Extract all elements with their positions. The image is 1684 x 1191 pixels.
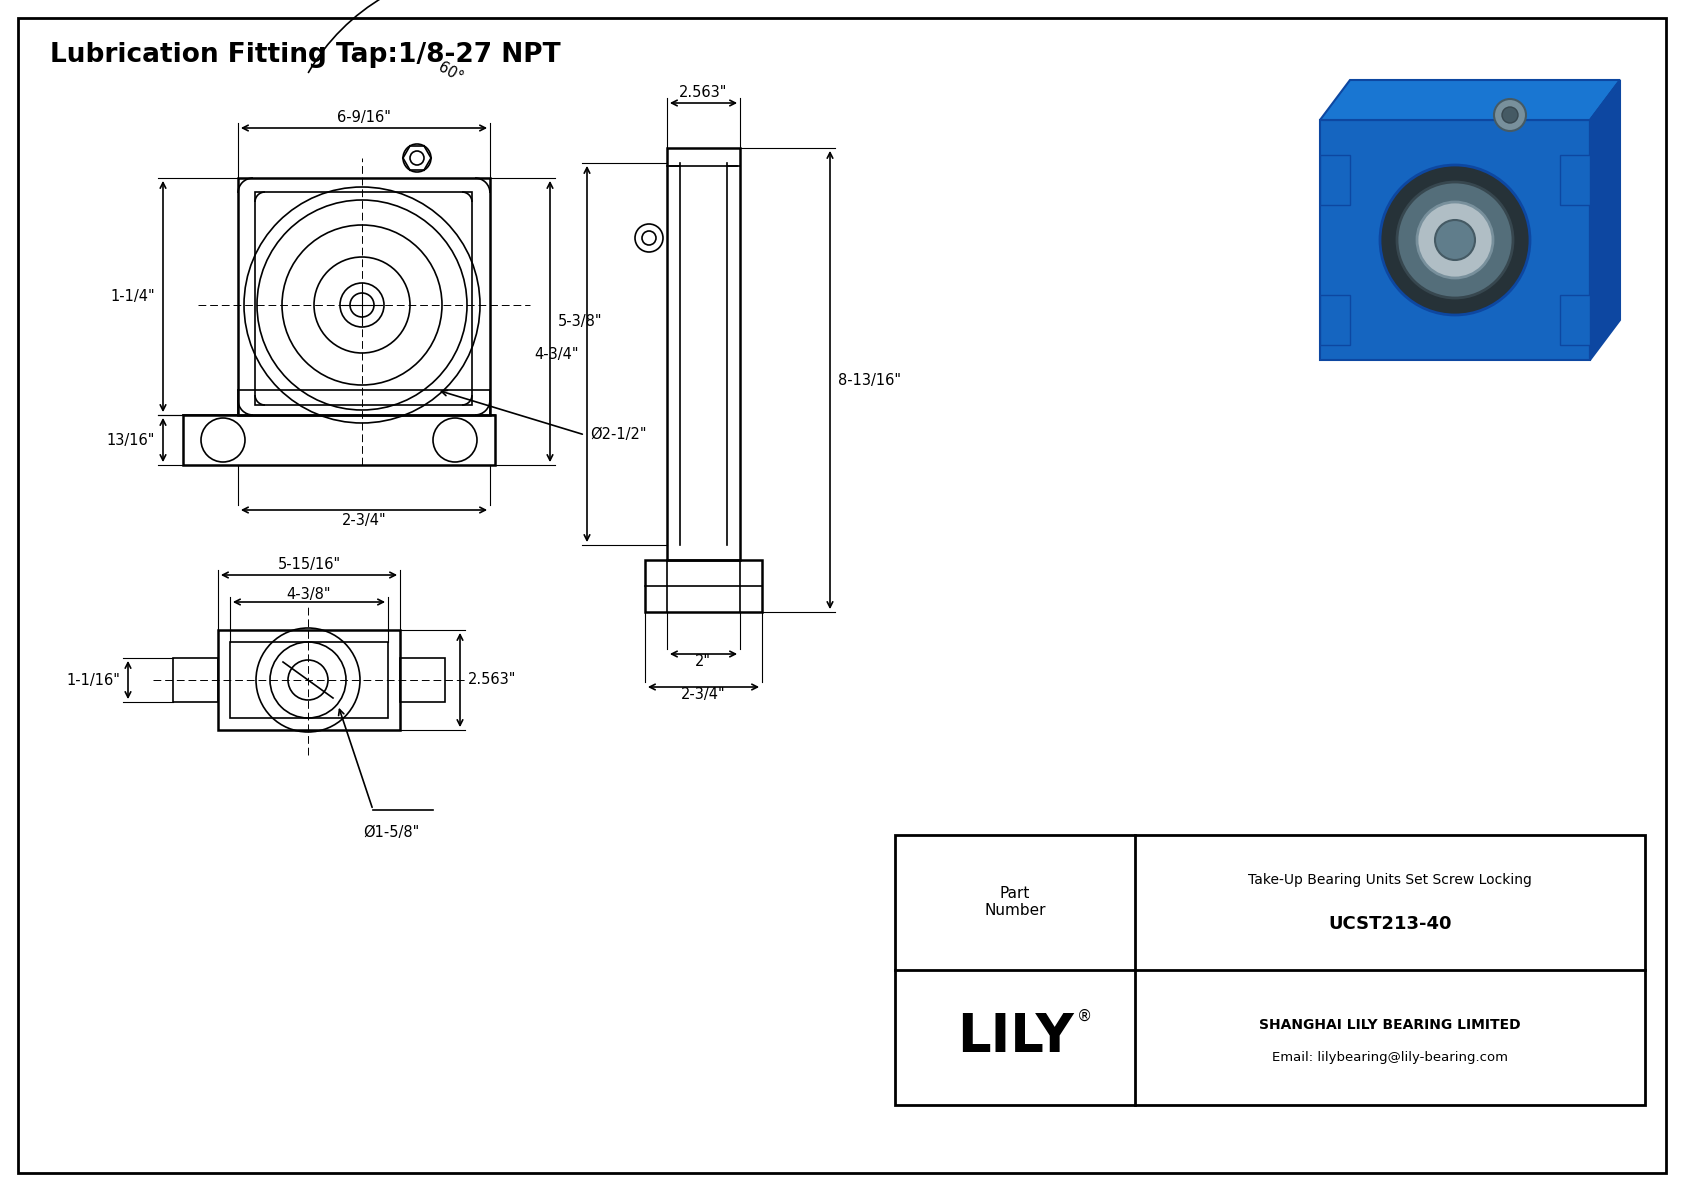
Text: LILY: LILY	[957, 1011, 1073, 1064]
Bar	[217, 630, 401, 730]
Bar	[1559, 155, 1590, 205]
Text: Take-Up Bearing Units Set Screw Locking: Take-Up Bearing Units Set Screw Locking	[1248, 873, 1532, 887]
Text: 1-1/4": 1-1/4"	[111, 289, 155, 304]
Text: 2.563": 2.563"	[468, 673, 517, 687]
Text: 5-3/8": 5-3/8"	[557, 314, 603, 329]
Bar	[173, 657, 217, 701]
Bar	[401, 657, 445, 701]
Bar	[254, 192, 472, 405]
Bar	[1559, 295, 1590, 345]
Text: 13/16": 13/16"	[106, 432, 155, 448]
Text: 2.563": 2.563"	[679, 85, 727, 100]
Text: Email: lilybearing@lily-bearing.com: Email: lilybearing@lily-bearing.com	[1271, 1050, 1507, 1064]
Circle shape	[1435, 220, 1475, 260]
Text: 2": 2"	[695, 654, 711, 669]
Text: ®: ®	[1078, 1009, 1093, 1024]
Circle shape	[1398, 182, 1512, 298]
Text: 2-3/4": 2-3/4"	[680, 687, 726, 701]
Bar	[1320, 155, 1351, 205]
Text: 6-9/16": 6-9/16"	[337, 110, 391, 125]
Text: 4-3/4": 4-3/4"	[534, 347, 579, 362]
Circle shape	[1416, 202, 1494, 278]
Bar	[184, 414, 495, 464]
Polygon shape	[1590, 80, 1620, 360]
Circle shape	[1502, 107, 1517, 123]
Polygon shape	[1320, 120, 1590, 360]
Circle shape	[1494, 99, 1526, 131]
Polygon shape	[1320, 80, 1620, 120]
Text: 2-3/4": 2-3/4"	[342, 513, 386, 528]
Text: 5-15/16": 5-15/16"	[278, 557, 340, 572]
Text: Ø2-1/2": Ø2-1/2"	[589, 428, 647, 443]
Text: Lubrication Fitting Tap:1/8-27 NPT: Lubrication Fitting Tap:1/8-27 NPT	[51, 42, 561, 68]
Circle shape	[1379, 166, 1531, 314]
Bar	[645, 560, 761, 612]
Text: 4-3/8": 4-3/8"	[286, 587, 332, 601]
Text: 8-13/16": 8-13/16"	[839, 373, 901, 387]
Bar	[1320, 295, 1351, 345]
Bar	[894, 835, 1645, 1105]
Text: Part
Number: Part Number	[983, 886, 1046, 918]
Text: 1-1/16": 1-1/16"	[66, 673, 120, 687]
Text: SHANGHAI LILY BEARING LIMITED: SHANGHAI LILY BEARING LIMITED	[1260, 1018, 1521, 1031]
Text: Ø1-5/8": Ø1-5/8"	[364, 825, 419, 840]
Bar	[237, 177, 490, 414]
Bar	[231, 642, 387, 718]
Text: 60°: 60°	[434, 60, 465, 86]
Text: UCST213-40: UCST213-40	[1329, 915, 1452, 933]
Bar	[667, 148, 739, 560]
